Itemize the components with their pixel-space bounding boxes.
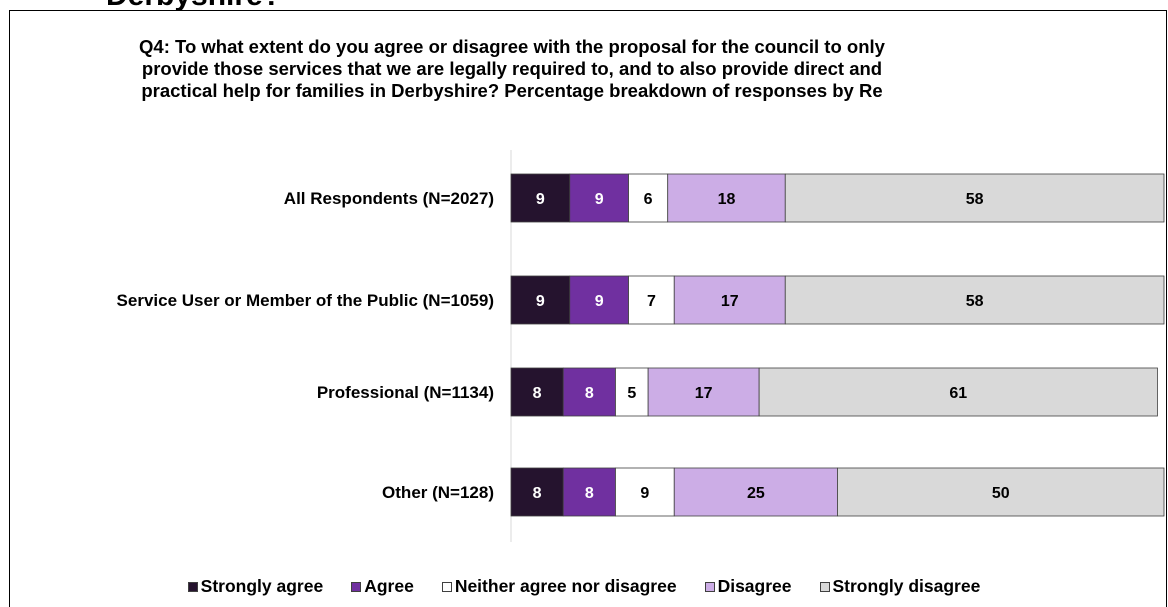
data-label: 58 bbox=[966, 293, 984, 310]
data-label: 9 bbox=[595, 293, 604, 310]
bar-segment bbox=[562, 467, 616, 517]
chart-frame bbox=[9, 10, 1167, 607]
legend-entry: Disagree bbox=[704, 576, 792, 597]
legend-label: Neither agree nor disagree bbox=[454, 576, 677, 596]
data-label: 9 bbox=[536, 191, 545, 208]
data-label: 17 bbox=[721, 293, 739, 310]
category-label: Other (N=128) bbox=[382, 483, 494, 502]
category-label: Professional (N=1134) bbox=[317, 383, 494, 402]
category-label: Service User or Member of the Public (N=… bbox=[117, 291, 494, 310]
legend-entry: Strongly disagree bbox=[819, 576, 981, 597]
data-label: 61 bbox=[949, 385, 967, 402]
bar-segment bbox=[569, 275, 629, 325]
legend-swatch bbox=[441, 581, 452, 592]
bar-segment bbox=[647, 367, 760, 417]
chart-title: Q4: To what extent do you agree or disag… bbox=[139, 36, 885, 101]
data-label: 8 bbox=[533, 385, 542, 402]
data-label: 8 bbox=[585, 385, 594, 402]
legend-label: Strongly agree bbox=[200, 576, 324, 596]
category-label: All Respondents (N=2027) bbox=[284, 189, 494, 208]
data-label: 9 bbox=[536, 293, 545, 310]
data-label: 58 bbox=[966, 191, 984, 208]
data-label: 18 bbox=[718, 191, 736, 208]
data-label: 17 bbox=[695, 385, 713, 402]
bar-segment bbox=[673, 275, 786, 325]
bar-segment bbox=[758, 367, 1158, 417]
bar-segment bbox=[510, 173, 571, 223]
legend-entry: Agree bbox=[351, 576, 414, 597]
legend-entry: Neither agree nor disagree bbox=[441, 576, 677, 597]
legend-entry: Strongly agree bbox=[187, 576, 324, 597]
data-label: 8 bbox=[533, 485, 542, 502]
chart-legend: Strongly agree Agree Neither agree nor dis… bbox=[0, 576, 1168, 597]
bar-segment bbox=[628, 275, 675, 325]
bar-segment bbox=[510, 367, 564, 417]
bar-segment bbox=[784, 173, 1165, 223]
legend-label: Disagree bbox=[717, 576, 792, 596]
data-label: 6 bbox=[644, 191, 653, 208]
legend-swatch bbox=[187, 581, 198, 592]
legend-swatch bbox=[819, 581, 830, 592]
data-label: 25 bbox=[747, 485, 765, 502]
bar-segment bbox=[562, 367, 616, 417]
data-label: 7 bbox=[647, 293, 656, 310]
data-label: 8 bbox=[585, 485, 594, 502]
bar-segment bbox=[667, 173, 786, 223]
legend-swatch bbox=[704, 581, 715, 592]
bar-segment bbox=[784, 275, 1165, 325]
data-label: 9 bbox=[640, 485, 649, 502]
data-label: 9 bbox=[595, 191, 604, 208]
bar-segment bbox=[615, 467, 675, 517]
bar-segment bbox=[837, 467, 1165, 517]
legend-swatch bbox=[351, 581, 362, 592]
bar-segment bbox=[673, 467, 838, 517]
data-label: 5 bbox=[627, 385, 636, 402]
data-label: 50 bbox=[992, 485, 1010, 502]
page-heading-fragment: Derbyshire? bbox=[106, 0, 281, 12]
legend-label: Agree bbox=[364, 576, 414, 596]
bar-segment bbox=[628, 173, 669, 223]
bar-segment bbox=[510, 275, 571, 325]
legend-label: Strongly disagree bbox=[832, 576, 981, 596]
bar-segment bbox=[510, 467, 564, 517]
bar-segment bbox=[615, 367, 649, 417]
bar-segment bbox=[569, 173, 629, 223]
